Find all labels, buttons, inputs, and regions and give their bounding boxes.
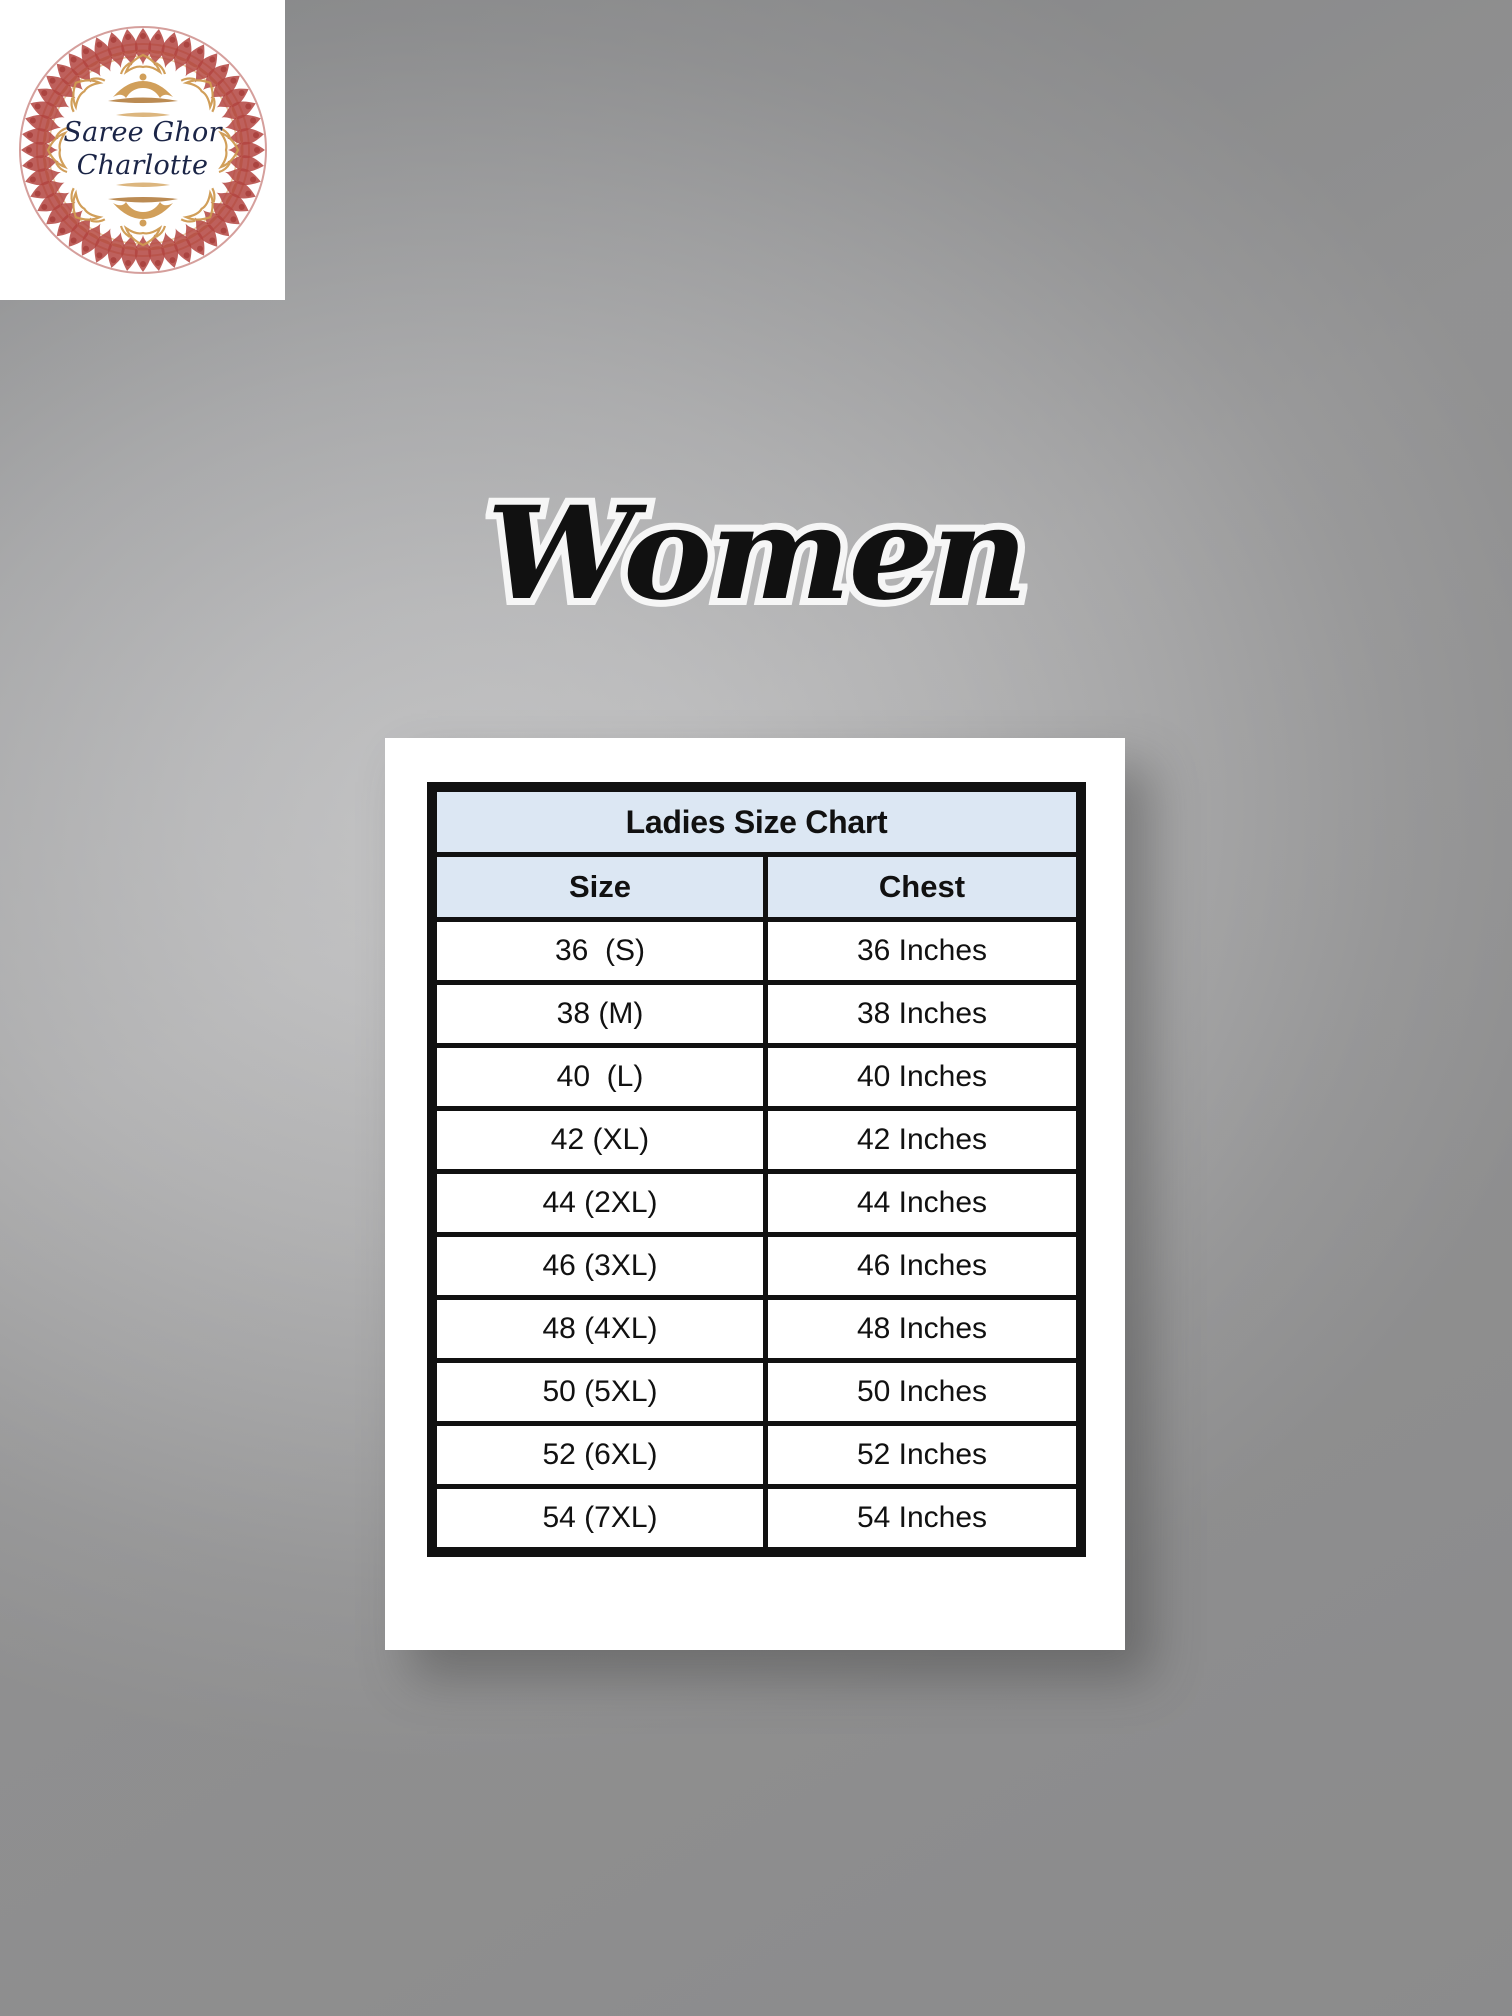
table-row: 42 (XL) 42 Inches [432, 1106, 1081, 1174]
cell-chest: 38 Inches [763, 980, 1081, 1048]
cell-chest: 44 Inches [763, 1169, 1081, 1237]
table-row: 46 (3XL) 46 Inches [432, 1232, 1081, 1300]
table-header-row: Size Chest [432, 852, 1081, 922]
cell-chest: 54 Inches [763, 1484, 1081, 1552]
cell-chest: 48 Inches [763, 1295, 1081, 1363]
crown-ornament [107, 73, 178, 103]
cell-size: 38 (M) [432, 980, 768, 1048]
mandala-ornament-icon [18, 26, 267, 274]
column-header-chest: Chest [763, 852, 1081, 922]
table-row: 48 (4XL) 48 Inches [432, 1295, 1081, 1363]
cell-size: 44 (2XL) [432, 1169, 768, 1237]
table-title-cell: Ladies Size Chart [432, 787, 1081, 857]
page-title: Women [0, 479, 1512, 670]
brand-logo-badge: Saree Ghor Charlotte [0, 0, 285, 300]
table-row: 36 (S) 36 Inches [432, 917, 1081, 985]
cell-size: 36 (S) [432, 917, 768, 985]
cell-size: 54 (7XL) [432, 1484, 768, 1552]
table-row: 38 (M) 38 Inches [432, 980, 1081, 1048]
bottom-ornament [107, 197, 178, 227]
cell-size: 46 (3XL) [432, 1232, 768, 1300]
cell-chest: 36 Inches [763, 917, 1081, 985]
table-row: 52 (6XL) 52 Inches [432, 1421, 1081, 1489]
table-row: 40 (L) 40 Inches [432, 1043, 1081, 1111]
ladies-size-chart-table: Ladies Size Chart Size Chest 36 (S) 36 I… [427, 782, 1086, 1557]
page-title-text: Women [479, 479, 1035, 629]
column-header-size: Size [432, 852, 768, 922]
cell-chest: 52 Inches [763, 1421, 1081, 1489]
cell-size: 42 (XL) [432, 1106, 768, 1174]
cell-chest: 40 Inches [763, 1043, 1081, 1111]
cell-size: 40 (L) [432, 1043, 768, 1111]
cell-size: 50 (5XL) [432, 1358, 768, 1426]
cell-size: 48 (4XL) [432, 1295, 768, 1363]
size-chart-card: Ladies Size Chart Size Chest 36 (S) 36 I… [385, 738, 1125, 1650]
cell-chest: 46 Inches [763, 1232, 1081, 1300]
cell-chest: 42 Inches [763, 1106, 1081, 1174]
table-title-row: Ladies Size Chart [432, 787, 1081, 857]
cell-chest: 50 Inches [763, 1358, 1081, 1426]
table-row: 54 (7XL) 54 Inches [432, 1484, 1081, 1552]
table-row: 44 (2XL) 44 Inches [432, 1169, 1081, 1237]
cell-size: 52 (6XL) [432, 1421, 768, 1489]
table-row: 50 (5XL) 50 Inches [432, 1358, 1081, 1426]
